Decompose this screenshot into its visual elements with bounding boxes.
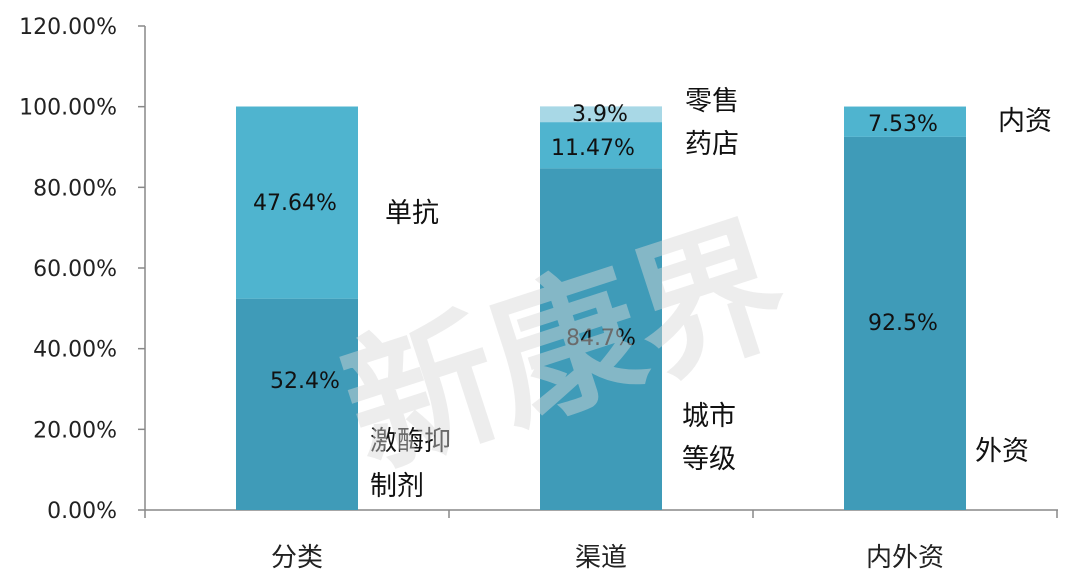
data-label: 3.9% [572,102,628,127]
series-label-city-tier: 城市等级 [682,401,736,475]
data-label: 92.5% [868,311,938,336]
y-tick-label: 100.00% [19,96,117,121]
series-label-retail-pharmacy: 零售药店 [685,86,739,160]
bar-segment [236,298,358,510]
x-category-label: 渠道 [575,543,627,573]
y-tick-label: 40.00% [33,338,117,363]
data-label: 11.47% [551,136,635,161]
series-label-foreign: 外资 [975,436,1029,467]
bar-segment [844,136,966,510]
y-tick-label: 20.00% [33,418,117,443]
y-tick-label: 60.00% [33,257,117,282]
x-category-label: 分类 [271,543,323,573]
data-label: 7.53% [868,112,938,137]
y-tick-label: 0.00% [47,499,117,524]
bar-segment [540,122,662,169]
bar-segment [540,168,662,511]
bar-segment [540,106,662,123]
series-label-kinase-inhibitor: 激酶抑制剂 [370,426,451,502]
bar-segment [236,106,358,299]
series-label-antibody: 单抗 [385,198,439,229]
data-label: 47.64% [253,191,337,216]
x-category-label: 内外资 [866,543,944,573]
y-tick-label: 120.00% [19,15,117,40]
series-label-domestic: 内资 [998,106,1052,137]
data-label: 84.7% [566,326,636,351]
bar-segment [844,106,966,137]
y-tick-label: 80.00% [33,176,117,201]
data-label: 52.4% [270,369,340,394]
